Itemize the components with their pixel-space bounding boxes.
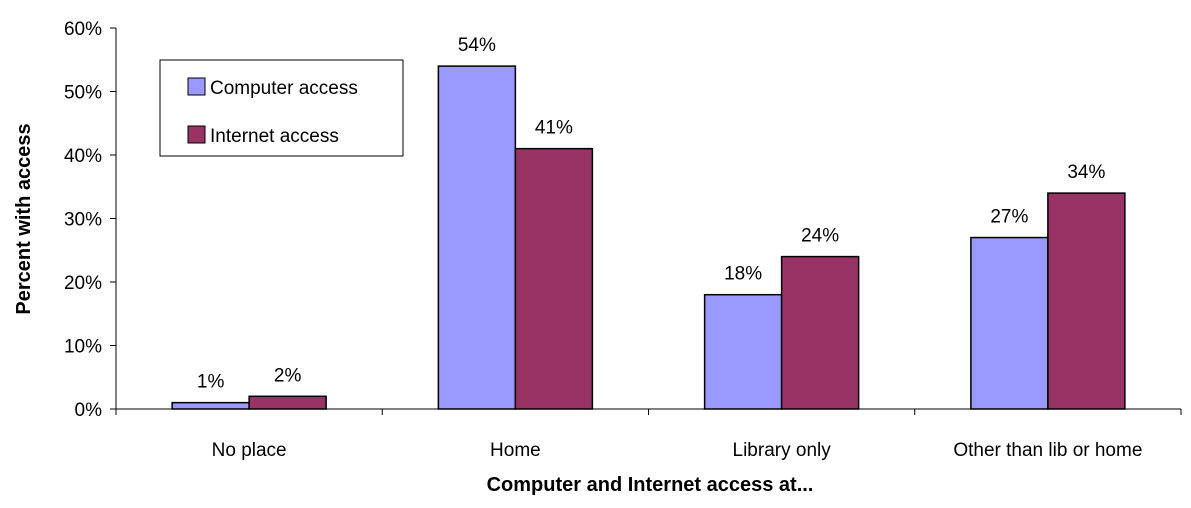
bar-internet-access	[1047, 192, 1126, 410]
data-label: 41%	[535, 118, 573, 139]
data-label: 18%	[724, 264, 762, 285]
bar-internet-access	[248, 395, 327, 410]
legend-swatch-internet-access	[187, 125, 206, 144]
legend: Computer access Internet access	[159, 59, 404, 157]
data-label: 27%	[990, 207, 1028, 228]
x-axis: No place Home Library only Other than lib o…	[115, 408, 1182, 461]
data-label: 2%	[274, 365, 302, 386]
data-label: 34%	[1067, 162, 1105, 183]
y-tick-label: 40%	[64, 146, 102, 167]
bar-internet-access	[514, 147, 594, 410]
x-tick-label: Home	[490, 440, 541, 461]
y-axis: 0% 10% 20% 30% 40% 50% 60%	[64, 19, 117, 421]
x-tick-label: No place	[212, 440, 287, 461]
y-tick-label: 0%	[75, 400, 103, 421]
x-tick-label: Other than lib or home	[953, 440, 1142, 461]
y-tick-label: 60%	[64, 19, 102, 40]
bar-internet-access	[780, 255, 860, 410]
bars	[171, 65, 1126, 410]
legend-swatch-computer-access	[187, 77, 206, 96]
data-labels: 1% 2% 54% 41% 18% 24% 27% 34%	[197, 35, 1106, 393]
x-tick-label: Library only	[733, 440, 832, 461]
bar-computer-access	[703, 293, 783, 410]
y-tick-label: 10%	[64, 337, 102, 358]
legend-label-computer-access: Computer access	[210, 78, 358, 99]
bar-computer-access	[970, 236, 1049, 410]
bar-computer-access	[171, 401, 250, 410]
y-axis-title: Percent with access	[13, 123, 35, 314]
data-label: 24%	[801, 226, 839, 247]
y-tick-label: 50%	[64, 83, 102, 104]
data-label: 1%	[197, 372, 225, 393]
data-label: 54%	[458, 35, 496, 56]
y-tick-label: 20%	[64, 273, 102, 294]
x-axis-title: Computer and Internet access at...	[487, 474, 814, 496]
legend-label-internet-access: Internet access	[210, 126, 339, 147]
y-tick-label: 30%	[64, 210, 102, 231]
bar-computer-access	[437, 65, 517, 410]
